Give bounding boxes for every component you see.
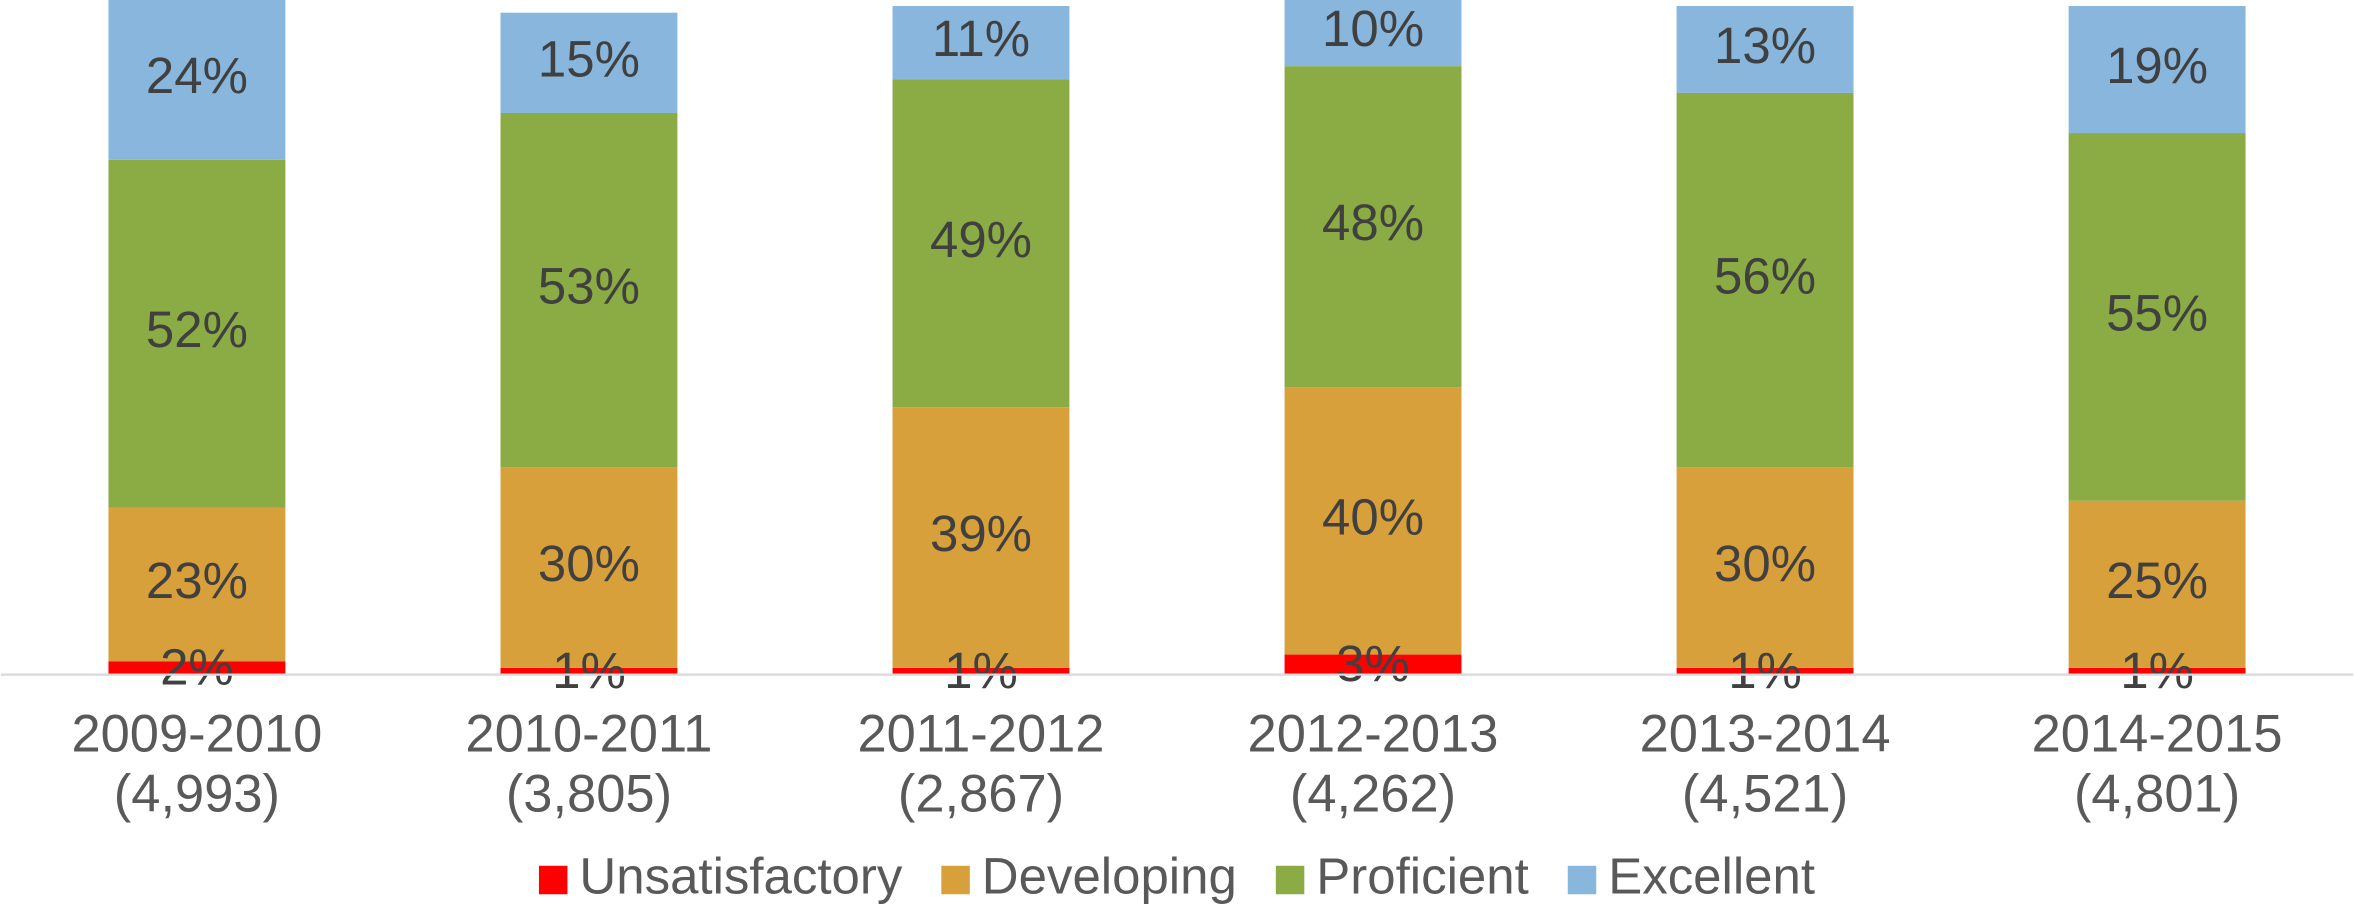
bar-segment [108,507,286,662]
value-label: 52% [146,301,248,358]
x-tick-label: 2010-2011 [465,705,712,763]
bar-segment [2068,500,2246,668]
legend-swatch [1567,865,1597,895]
value-label: 25% [2106,552,2208,609]
x-tick-label: (3,805) [506,765,672,823]
value-label: 30% [1714,535,1816,592]
bar-segment [500,467,678,668]
x-tick-label: (4,521) [1682,765,1848,823]
bar-segment [892,79,1070,408]
legend-label: Unsatisfactory [579,847,902,904]
value-label: 15% [538,30,640,87]
value-label: 24% [146,47,248,104]
legend-swatch [538,865,568,895]
x-tick-label: 2009-2010 [71,705,322,763]
bar-segment [2068,667,2246,675]
bar-segment [1284,387,1462,655]
value-label: 55% [2106,284,2208,341]
value-label: 13% [1714,17,1816,74]
value-label: 30% [538,535,640,592]
bar-segment [108,661,286,675]
value-label: 53% [538,258,640,315]
bar-segment [1284,654,1462,675]
value-label: 1% [944,642,1018,699]
legend-label: Excellent [1608,847,1815,904]
bar-segment [892,407,1070,668]
bar-segment [108,0,286,160]
value-label: 19% [2106,37,2208,94]
value-label: 39% [930,505,1032,562]
value-label: 40% [1322,488,1424,545]
bar-segment [892,5,1070,80]
value-label: 49% [930,211,1032,268]
value-label: 1% [2120,642,2194,699]
x-tick-label: 2012-2013 [1248,705,1499,763]
bar-segment [1284,66,1462,388]
x-tick-label: 2013-2014 [1640,705,1891,763]
legend-swatch [1275,865,1305,895]
x-tick-label: 2011-2012 [857,705,1104,763]
value-label: 1% [1728,642,1802,699]
value-label: 56% [1714,248,1816,305]
value-label: 10% [1322,0,1424,57]
bar-segment [500,667,678,675]
x-tick-label: 2014-2015 [2032,705,2283,763]
bar-segment [2068,133,2246,501]
x-tick-label: (2,867) [898,765,1064,823]
bar-segment [500,12,678,113]
value-label: 1% [552,642,626,699]
value-label: 3% [1336,635,1410,692]
x-tick-label: (4,801) [2074,765,2240,823]
value-label: 2% [160,638,234,695]
legend-label: Developing [982,847,1237,904]
bar-segment [1676,92,1854,468]
bar-segment [1676,467,1854,668]
bar-segment [892,667,1070,675]
bar-segment [1284,0,1462,67]
bar-segment [500,112,678,468]
value-label: 11% [932,10,1030,67]
value-label: 48% [1322,194,1424,251]
legend-label: Proficient [1316,847,1528,904]
x-tick-label: (4,262) [1290,765,1456,823]
bar-segment [1676,667,1854,675]
legend-swatch [941,865,970,895]
bar-segment [108,159,286,508]
bar-segment [2068,5,2246,134]
value-label: 23% [146,552,248,609]
x-tick-label: (4,993) [114,765,280,823]
bar-segment [1676,5,1854,93]
